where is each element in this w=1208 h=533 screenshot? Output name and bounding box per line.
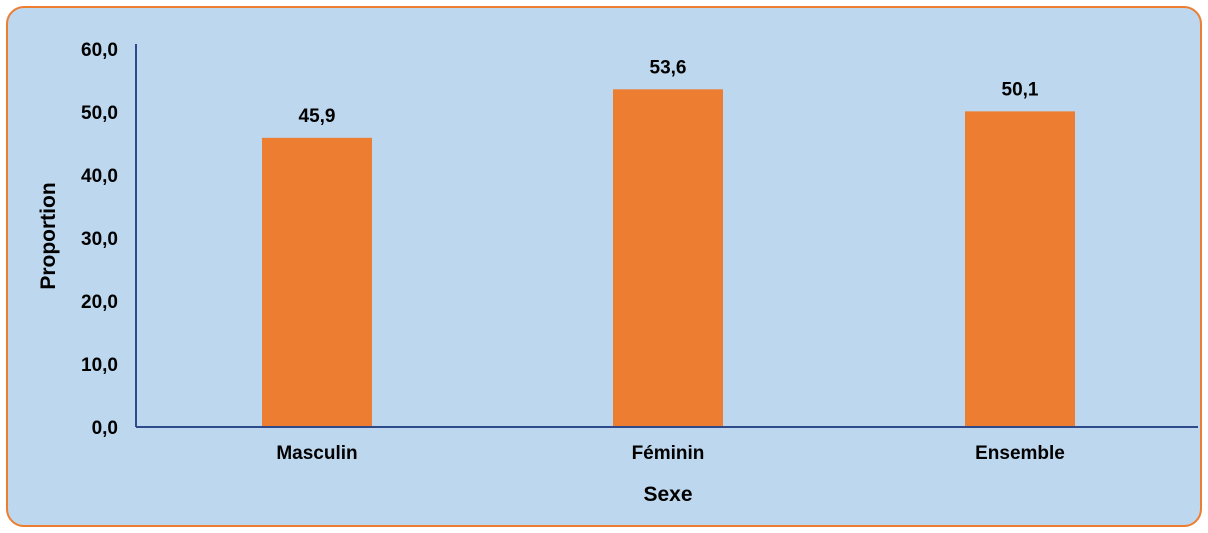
bar-ensemble <box>965 111 1075 428</box>
x-category-label: Féminin <box>632 443 705 464</box>
chart-frame: 0,0 10,0 20,0 30,0 40,0 50,0 60,0 Masculin Fémi… <box>6 6 1202 527</box>
bar-feminin <box>613 89 723 427</box>
y-tick-label: 10,0 <box>81 355 118 376</box>
y-tick-label: 40,0 <box>81 166 118 187</box>
y-ticks-layer: 0,0 10,0 20,0 30,0 40,0 50,0 60,0 <box>81 40 118 439</box>
bar-value-label: 45,9 <box>299 106 336 127</box>
y-tick-label: 30,0 <box>81 229 118 250</box>
x-categories-layer: Masculin Féminin Ensemble <box>276 443 1065 464</box>
bar-masculin <box>262 137 372 427</box>
y-axis-title: Proportion <box>37 182 60 289</box>
bar-chart: 0,0 10,0 20,0 30,0 40,0 50,0 60,0 Masculin Fémi… <box>37 40 1198 506</box>
y-tick-label: 0,0 <box>92 418 118 439</box>
bar-value-label: 53,6 <box>650 57 687 78</box>
y-tick-label: 60,0 <box>81 40 118 61</box>
bars-layer <box>262 89 1075 428</box>
value-labels-layer: 45,9 53,6 50,1 <box>299 57 1039 127</box>
x-category-label: Ensemble <box>975 443 1065 464</box>
x-category-label: Masculin <box>276 443 357 464</box>
y-tick-label: 20,0 <box>81 292 118 313</box>
bar-value-label: 50,1 <box>1002 79 1039 100</box>
axes-layer <box>135 44 1198 428</box>
x-axis-title: Sexe <box>643 483 692 506</box>
y-tick-label: 50,0 <box>81 103 118 124</box>
